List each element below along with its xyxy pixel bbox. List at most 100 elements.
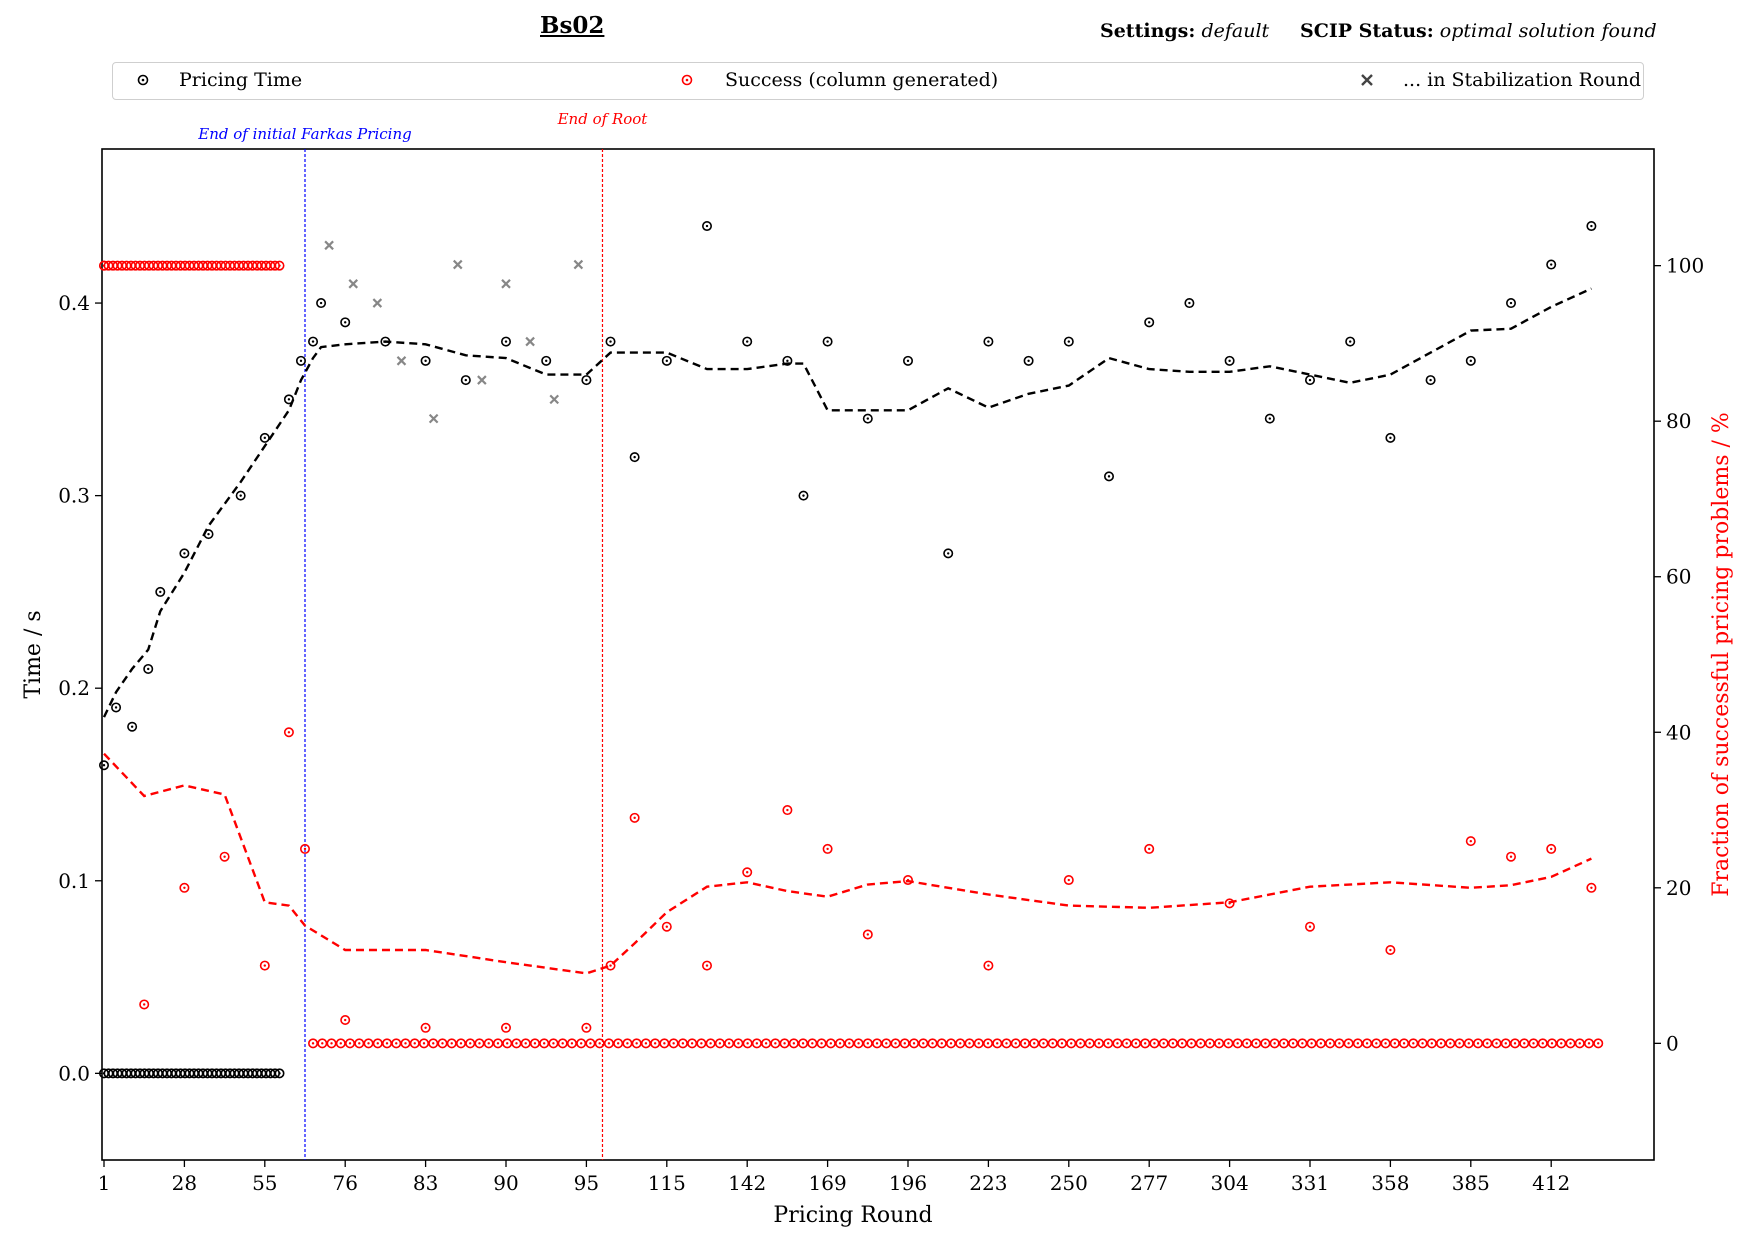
pricing-time-point xyxy=(782,355,793,366)
pricing-time-point xyxy=(822,336,833,347)
success-point-dot xyxy=(344,1018,347,1022)
success-zero-point xyxy=(1306,1038,1317,1049)
success-zero-point-dot xyxy=(1541,1042,1544,1045)
y2-tick-label: 100 xyxy=(1666,254,1704,278)
success-zero-point-ring xyxy=(825,1038,836,1049)
pricing-time-point-dot xyxy=(665,359,668,363)
pricing-time-point-dot xyxy=(464,378,467,382)
success-point-dot xyxy=(1148,847,1151,851)
success-zero-point xyxy=(1519,1038,1530,1049)
success-zero-point-dot xyxy=(616,1042,620,1045)
pricing-time-point-ring xyxy=(460,375,471,386)
success-zero-point xyxy=(446,1038,457,1049)
success-zero-point xyxy=(807,1038,818,1049)
success-zero-point xyxy=(483,1038,494,1049)
pricing-time-point-dot xyxy=(906,359,910,363)
success-point-dot xyxy=(424,1026,427,1029)
x-tick-label: 142 xyxy=(728,1171,766,1195)
pricing-time-point-dot xyxy=(633,455,636,459)
success-zero-point-ring xyxy=(881,1038,892,1049)
success-zero-point-ring xyxy=(437,1038,448,1049)
success-zero-point-dot xyxy=(1384,1042,1387,1045)
success-zero-point-ring xyxy=(1583,1038,1594,1049)
success-zero-point xyxy=(1130,1038,1141,1049)
pricing-time-point-ring xyxy=(179,548,190,559)
pricing-time-point-ring xyxy=(111,702,122,713)
success-point-ring xyxy=(1063,875,1074,886)
success-zero-point-ring xyxy=(326,1038,337,1049)
success-zero-point xyxy=(409,1038,420,1049)
success-zero-point-ring xyxy=(1130,1038,1141,1049)
success-zero-point-ring xyxy=(317,1038,328,1049)
success-zero-point-dot xyxy=(1143,1042,1147,1045)
success-point-ring xyxy=(1385,945,1396,956)
pricing-time-point-dot xyxy=(545,359,548,363)
success-zero-point-dot xyxy=(1578,1042,1581,1045)
success-zero-point xyxy=(1084,1038,1095,1049)
pricing-time-point-ring xyxy=(1425,375,1436,386)
pricing-time-point-dot xyxy=(826,340,829,343)
success-zero-point-ring xyxy=(455,1038,466,1049)
success-zero-point xyxy=(1010,1038,1021,1049)
success-zero-point-ring xyxy=(335,1038,346,1049)
pricing-time-point xyxy=(1506,298,1517,309)
success-zero-point-dot xyxy=(1319,1042,1323,1045)
success-zero-point xyxy=(1547,1038,1558,1049)
success-zero-point-ring xyxy=(483,1038,494,1049)
pricing-time-point-dot xyxy=(311,340,315,343)
status-value: optimal solution found xyxy=(1439,20,1657,42)
success-zero-point-ring xyxy=(659,1038,670,1049)
success-zero-point xyxy=(474,1038,485,1049)
y2-tick-label: 0 xyxy=(1666,1031,1679,1055)
pricing-time-point xyxy=(541,355,552,366)
success-zero-point-dot xyxy=(737,1042,740,1045)
settings-label: Settings: xyxy=(1100,20,1196,42)
success-zero-point-ring xyxy=(909,1038,920,1049)
success-point xyxy=(629,812,640,823)
success-zero-point xyxy=(1204,1038,1215,1049)
pricing-time-point-dot xyxy=(1429,378,1432,382)
success-zero-point-dot xyxy=(977,1042,980,1045)
success-point-ring xyxy=(340,1015,351,1026)
success-zero-point-dot xyxy=(912,1042,916,1045)
success-zero-point-dot xyxy=(1458,1042,1461,1045)
success-zero-point-ring xyxy=(529,1038,540,1049)
success-zero-point xyxy=(372,1038,383,1049)
success-zero-point-dot xyxy=(1402,1042,1406,1045)
stabilization-point xyxy=(428,413,439,424)
success-zero-point-ring xyxy=(1537,1038,1548,1049)
success-zero-point xyxy=(1371,1038,1382,1049)
success-zero-point-ring xyxy=(1075,1038,1086,1049)
success-zero-point-dot xyxy=(829,1042,833,1045)
success-zero-point xyxy=(872,1038,883,1049)
success-zero-point-ring xyxy=(1436,1038,1447,1049)
success-zero-point xyxy=(1593,1038,1604,1049)
success-zero-point-dot xyxy=(1199,1042,1202,1045)
legend-pricing-time: Pricing Time xyxy=(179,69,303,91)
success-zero-point-dot xyxy=(1365,1042,1369,1045)
success-point-dot xyxy=(786,808,789,812)
success-point-dot xyxy=(746,871,749,874)
success-point xyxy=(1305,921,1316,932)
pricing-time-point-ring xyxy=(1184,298,1195,309)
success-zero-point xyxy=(1583,1038,1594,1049)
success-zero-point-dot xyxy=(1495,1042,1498,1045)
success-zero-point-dot xyxy=(441,1042,444,1045)
y-tick-label: 0.4 xyxy=(58,291,90,315)
success-zero-point-dot xyxy=(663,1042,666,1045)
success-zero-point-ring xyxy=(705,1038,716,1049)
success-point xyxy=(742,867,753,878)
success-zero-point-ring xyxy=(1297,1038,1308,1049)
success-zero-point xyxy=(1103,1038,1114,1049)
pricing-time-point-dot xyxy=(746,340,749,343)
success-zero-point-ring xyxy=(603,1038,614,1049)
success-zero-point-dot xyxy=(1476,1042,1480,1045)
success-zero-point-ring xyxy=(807,1038,818,1049)
pricing-time-point-dot xyxy=(585,378,588,382)
success-zero-point-dot xyxy=(792,1042,796,1045)
success-point-dot xyxy=(263,964,266,967)
success-zero-point xyxy=(631,1038,642,1049)
success-zero-point xyxy=(418,1038,429,1049)
success-zero-point xyxy=(1565,1038,1576,1049)
success-zero-point-ring xyxy=(474,1038,485,1049)
